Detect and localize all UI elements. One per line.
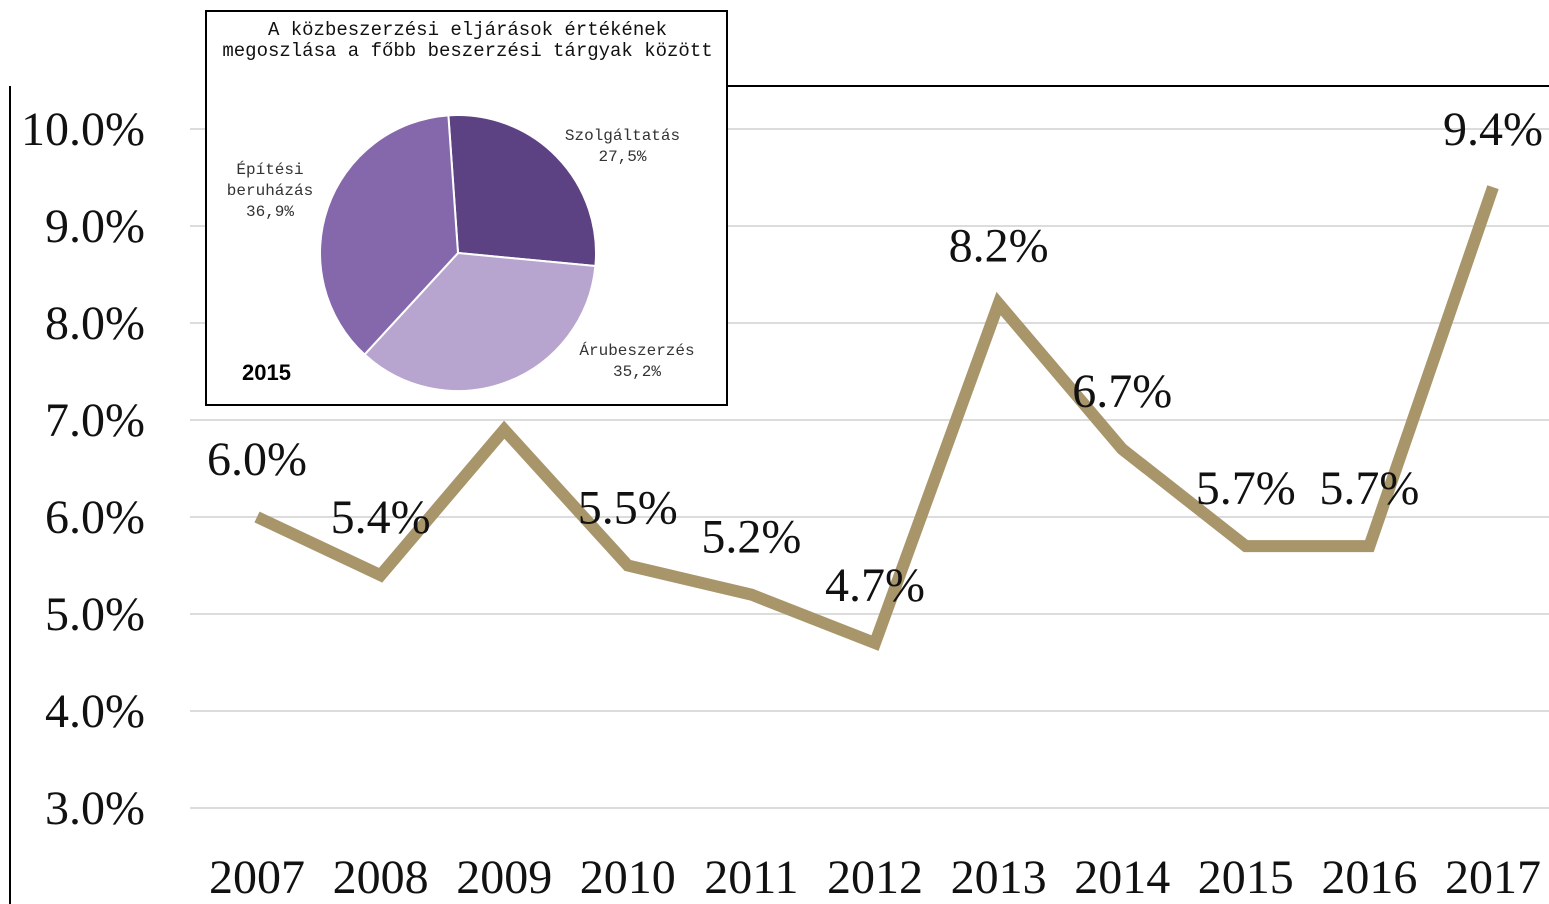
data-label: 5.4% xyxy=(331,491,431,544)
y-tick-label: 10.0% xyxy=(21,103,145,156)
pie-title: A közbeszerzési eljárások értékének mego… xyxy=(222,19,713,62)
x-tick-label: 2008 xyxy=(333,851,429,904)
y-tick-label: 3.0% xyxy=(45,782,145,835)
data-label: 5.7% xyxy=(1319,462,1419,515)
y-tick-label: 5.0% xyxy=(45,588,145,641)
x-tick-label: 2013 xyxy=(951,851,1047,904)
data-label: 5.5% xyxy=(578,482,678,535)
pie-label: Árubeszerzés xyxy=(579,342,695,360)
pie-slice xyxy=(363,251,597,392)
pie-slice xyxy=(319,114,460,356)
pie-value-label: 36,9% xyxy=(245,203,294,221)
pie-label: Építési beruházás xyxy=(226,161,314,200)
y-tick-label: 6.0% xyxy=(45,491,145,544)
pie-annotation: 2015 xyxy=(242,360,291,385)
x-tick-label: 2010 xyxy=(580,851,676,904)
data-label: 4.7% xyxy=(825,559,925,612)
y-tick-label: 8.0% xyxy=(45,297,145,350)
y-tick-label: 9.0% xyxy=(45,200,145,253)
x-tick-label: 2007 xyxy=(209,851,305,904)
pie-slice xyxy=(447,114,597,268)
pie-label: Szolgáltatás xyxy=(564,127,681,145)
x-tick-label: 2014 xyxy=(1074,851,1170,904)
data-label: 8.2% xyxy=(949,220,1049,273)
data-label: 6.7% xyxy=(1072,365,1172,418)
x-tick-label: 2016 xyxy=(1321,851,1417,904)
data-label: 6.0% xyxy=(207,433,307,486)
x-tick-label: 2015 xyxy=(1198,851,1294,904)
pie-value-label: 27,5% xyxy=(598,148,647,166)
y-tick-label: 4.0% xyxy=(45,685,145,738)
y-tick-label: 7.0% xyxy=(45,394,145,447)
data-line xyxy=(254,185,1499,651)
pie-value-label: 35,2% xyxy=(612,363,661,381)
x-tick-label: 2012 xyxy=(827,851,923,904)
data-label: 5.7% xyxy=(1196,462,1296,515)
x-tick-label: 2009 xyxy=(456,851,552,904)
data-label: 9.4% xyxy=(1443,103,1543,156)
x-tick-label: 2017 xyxy=(1445,851,1541,904)
data-label: 5.2% xyxy=(701,511,801,564)
x-tick-label: 2011 xyxy=(704,851,798,904)
